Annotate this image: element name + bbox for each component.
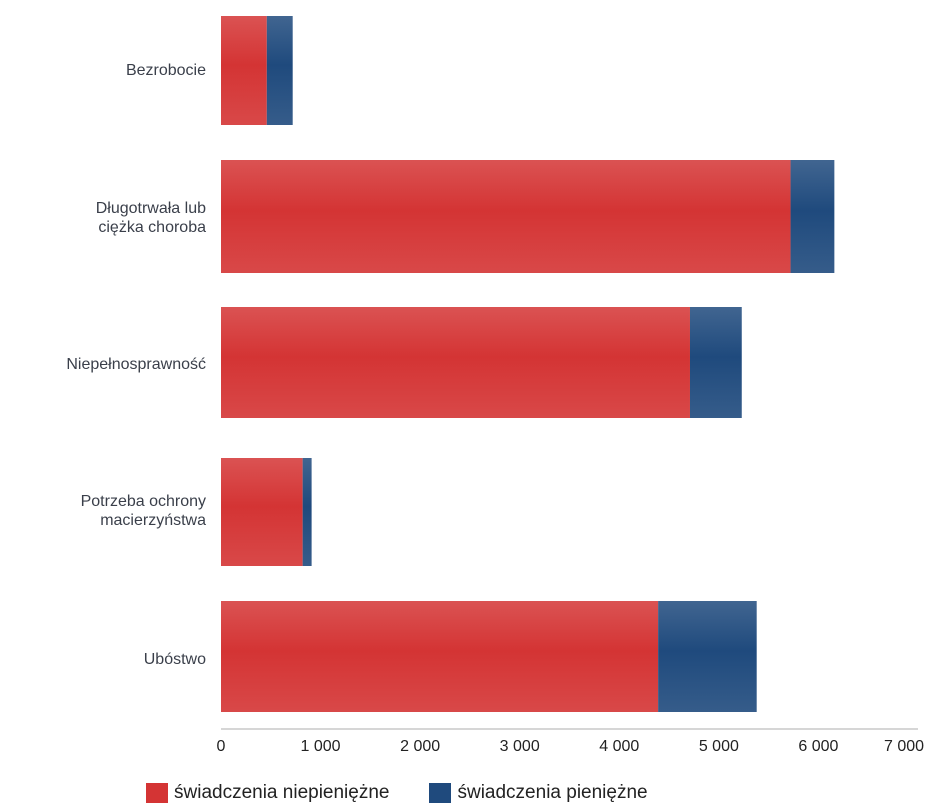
bar-pieniezne-3 — [302, 458, 312, 566]
legend: świadczenia niepieniężne świadczenia pie… — [146, 782, 688, 804]
legend-item-niepieniezne: świadczenia niepieniężne — [146, 782, 389, 804]
x-tick-label: 1 000 — [300, 738, 341, 755]
x-tick-label: 0 — [216, 738, 226, 755]
bar-niepieniezne-3 — [221, 458, 303, 566]
bar-niepieniezne-0 — [221, 16, 267, 125]
category-label: Niepełnosprawność — [66, 355, 206, 373]
category-label: Ubóstwo — [143, 650, 206, 668]
legend-swatch-pieniezne — [429, 783, 452, 803]
bar-niepieniezne-4 — [221, 601, 659, 712]
bar-pieniezne-2 — [689, 307, 742, 418]
legend-item-pieniezne: świadczenia pieniężne — [429, 782, 648, 804]
x-tick-label: 5 000 — [698, 738, 739, 755]
bar-pieniezne-4 — [658, 601, 757, 712]
category-label: Potrzeba ochrony macierzyństwa — [80, 493, 206, 529]
legend-swatch-niepieniezne — [146, 783, 168, 803]
category-label: Długotrwała lub ciężka choroba — [95, 200, 206, 236]
legend-label-pieniezne: świadczenia pieniężne — [457, 782, 648, 803]
category-label: Bezrobocie — [125, 61, 206, 79]
x-tick-label: 6 000 — [798, 738, 839, 755]
bar-niepieniezne-1 — [221, 160, 791, 273]
x-tick-label: 4 000 — [599, 738, 640, 755]
bar-niepieniezne-2 — [221, 307, 690, 418]
legend-label-niepieniezne: świadczenia niepieniężne — [174, 782, 390, 803]
x-tick-label: 7 000 — [883, 738, 925, 755]
bar-pieniezne-0 — [266, 16, 293, 125]
bar-pieniezne-1 — [790, 160, 835, 273]
x-tick-label: 2 000 — [400, 738, 441, 755]
x-tick-label: 3 000 — [499, 738, 540, 755]
